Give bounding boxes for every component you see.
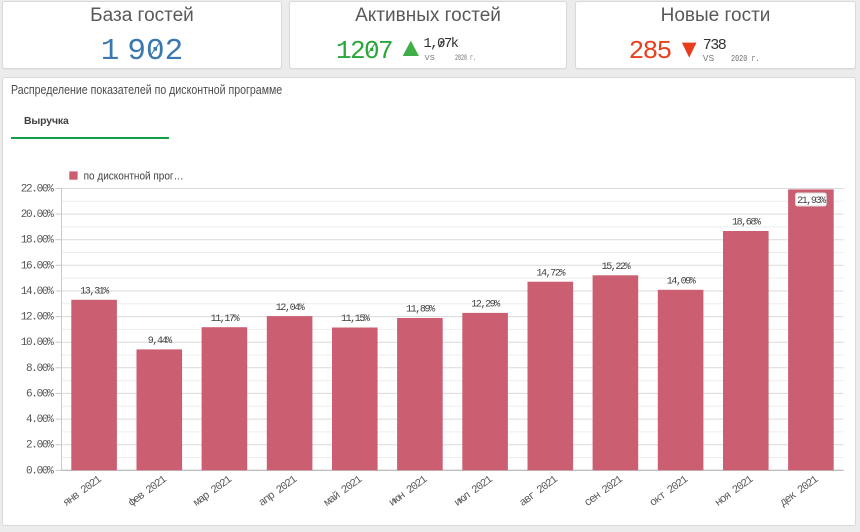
svg-text:янв 2021: янв 2021 (61, 474, 104, 510)
svg-text:21,93%: 21,93% (797, 196, 826, 207)
svg-text:фев 2021: фев 2021 (126, 473, 170, 510)
svg-text:12.00%: 12.00% (21, 312, 55, 324)
svg-text:12,04%: 12,04% (276, 303, 305, 314)
svg-text:0.00%: 0.00% (26, 465, 54, 477)
svg-text:15,22%: 15,22% (602, 262, 631, 273)
svg-text:20.00%: 20.00% (21, 209, 55, 221)
svg-text:14,72%: 14,72% (536, 268, 565, 279)
svg-text:18,68%: 18,68% (732, 218, 761, 229)
svg-text:14,09%: 14,09% (667, 277, 696, 288)
svg-text:12,29%: 12,29% (471, 300, 500, 311)
svg-text:авг 2021: авг 2021 (518, 474, 561, 510)
svg-text:май 2021: май 2021 (322, 474, 365, 510)
svg-text:окт 2021: окт 2021 (648, 474, 691, 510)
svg-text:18.00%: 18.00% (21, 235, 55, 247)
svg-text:сен 2021: сен 2021 (583, 474, 626, 510)
svg-text:дек 2021: дек 2021 (778, 474, 821, 510)
svg-text:9,44%: 9,44% (148, 336, 172, 347)
svg-text:ноя 2021: ноя 2021 (713, 474, 756, 510)
svg-text:6.00%: 6.00% (26, 388, 54, 400)
svg-text:11,15%: 11,15% (341, 314, 370, 325)
svg-text:10.00%: 10.00% (21, 337, 55, 349)
svg-text:июл 2021: июл 2021 (452, 474, 495, 510)
svg-text:мар 2021: мар 2021 (192, 474, 235, 510)
svg-text:по дисконтной прог…: по дисконтной прог… (84, 170, 184, 182)
svg-text:2.00%: 2.00% (26, 440, 54, 452)
svg-text:11,17%: 11,17% (211, 314, 240, 325)
svg-text:11,89%: 11,89% (406, 305, 435, 316)
svg-text:8.00%: 8.00% (26, 363, 54, 375)
svg-text:14.00%: 14.00% (21, 286, 55, 298)
svg-text:4.00%: 4.00% (26, 414, 54, 426)
svg-text:13,31%: 13,31% (80, 287, 109, 298)
svg-text:16.00%: 16.00% (21, 260, 55, 272)
svg-text:22.00%: 22.00% (21, 184, 55, 196)
svg-text:июн 2021: июн 2021 (387, 474, 430, 510)
svg-text:апр 2021: апр 2021 (257, 474, 300, 510)
